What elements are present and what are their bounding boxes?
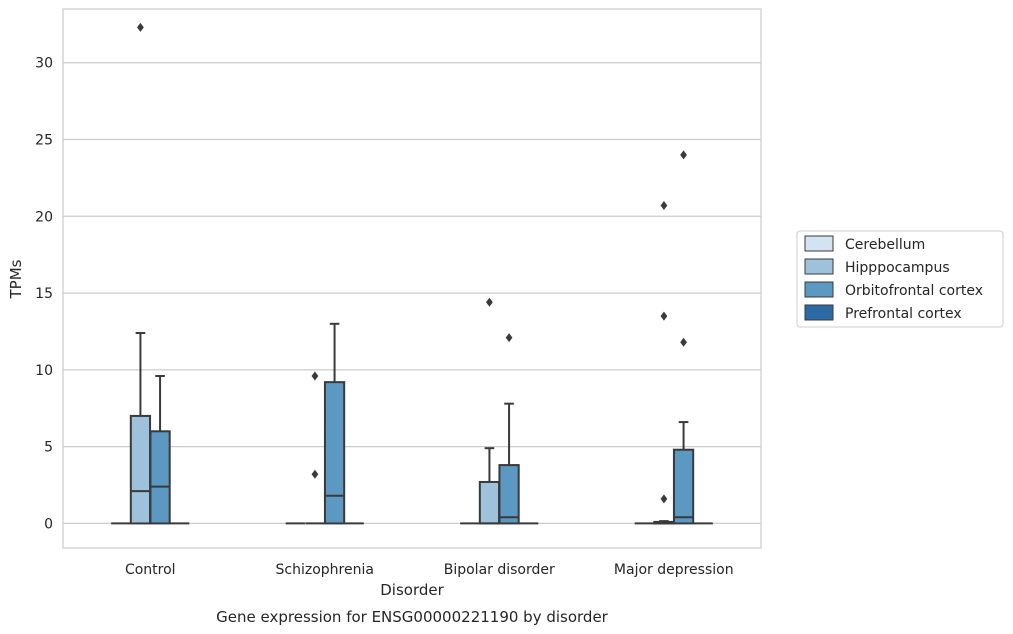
legend-swatch bbox=[804, 281, 834, 298]
box-outlier bbox=[486, 297, 493, 307]
legend-entry: Hipppocampus bbox=[845, 260, 950, 276]
y-tick-label: 5 bbox=[44, 440, 53, 456]
box-outlier bbox=[680, 150, 687, 160]
box-outlier bbox=[660, 494, 668, 504]
box-outlier bbox=[137, 22, 144, 32]
y-tick-labels: 0 5 10 15 20 25 30 bbox=[35, 56, 53, 533]
legend-entry: Cerebellum bbox=[845, 237, 925, 253]
x-tick-label: Schizophrenia bbox=[276, 562, 374, 578]
box-outlier bbox=[311, 469, 319, 479]
legend-swatch bbox=[804, 304, 834, 321]
box-outlier bbox=[660, 201, 668, 211]
box-outlier bbox=[660, 311, 668, 321]
x-tick-label: Control bbox=[125, 562, 176, 578]
box-outlier bbox=[680, 337, 687, 347]
box-body bbox=[498, 464, 520, 525]
legend: Cerebellum Hipppocampus Orbitofrontal cort… bbox=[796, 230, 1004, 328]
chart-caption: Gene expression for ENSG00000221190 by d… bbox=[216, 608, 609, 626]
box-body bbox=[149, 430, 171, 525]
y-tick-label: 15 bbox=[35, 286, 53, 302]
plot-background bbox=[63, 9, 761, 548]
box-body bbox=[129, 414, 152, 525]
y-tick-label: 10 bbox=[35, 363, 53, 379]
box-series bbox=[111, 22, 713, 525]
box-body bbox=[478, 480, 501, 525]
y-tick-label: 20 bbox=[35, 209, 53, 225]
legend-frame bbox=[796, 230, 1004, 328]
box-outlier bbox=[311, 371, 319, 381]
legend-entry: Orbitofrontal cortex bbox=[845, 283, 983, 299]
x-tick-label: Major depression bbox=[614, 562, 734, 578]
legend-swatch bbox=[804, 258, 834, 275]
legend-swatch bbox=[804, 235, 834, 252]
y-tick-label: 30 bbox=[35, 56, 53, 72]
y-tick-label: 25 bbox=[35, 133, 53, 149]
plot-frame bbox=[62, 8, 762, 549]
x-tick-label: Bipolar disorder bbox=[444, 562, 555, 578]
box-outlier bbox=[505, 333, 513, 343]
box-body bbox=[323, 381, 346, 525]
legend-entry: Prefrontal cortex bbox=[845, 306, 962, 322]
x-tick-labels: Control Schizophrenia Bipolar disorder Majo… bbox=[125, 562, 734, 578]
x-axis-label: Disorder bbox=[380, 581, 444, 599]
box-body bbox=[672, 448, 695, 525]
y-tick-label: 0 bbox=[44, 516, 53, 532]
y-axis-label: TPMs bbox=[7, 259, 25, 299]
